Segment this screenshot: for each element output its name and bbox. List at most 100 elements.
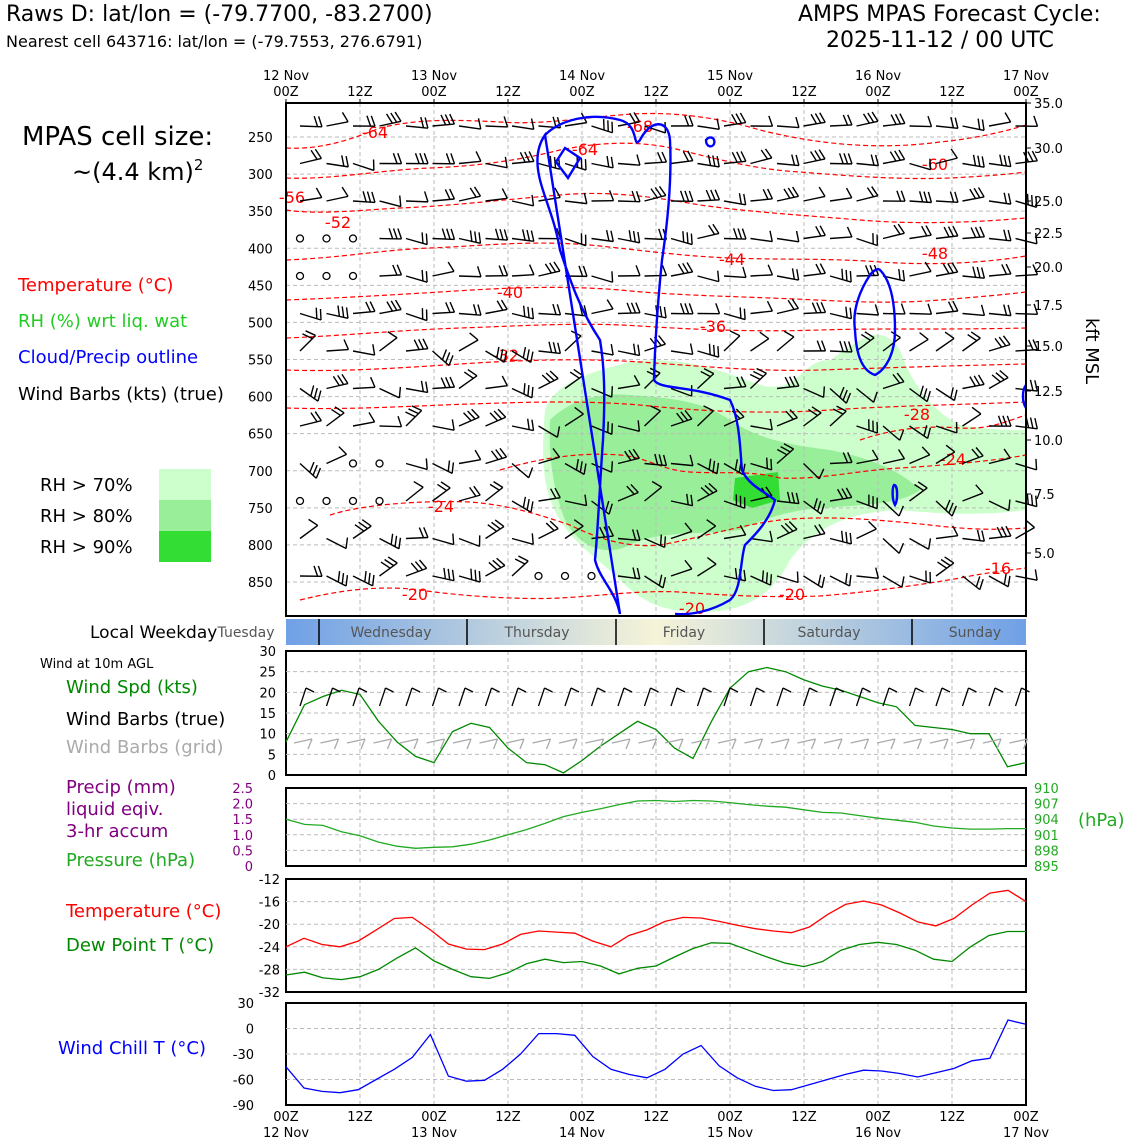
wind-barb (511, 383, 534, 399)
wind-barb (485, 299, 508, 315)
xs-time-tick: 00Z (569, 85, 595, 100)
wind-barb (803, 462, 825, 480)
legend-temp2: Temperature (°C) (65, 901, 221, 922)
temp-contour (285, 359, 1027, 372)
wind-barb (564, 494, 588, 507)
wind-barb (511, 533, 534, 545)
wind-barb (538, 520, 559, 540)
wind-barb (856, 387, 878, 403)
wind-barb-10m (352, 687, 368, 707)
wind-barb (776, 521, 798, 540)
wind-barb (776, 443, 795, 465)
wind-barb (617, 265, 641, 277)
wind-barb (776, 330, 795, 352)
wind-barb (962, 374, 985, 390)
pressure-ytick: 895 (1034, 860, 1059, 875)
temp-contour (299, 567, 1027, 601)
wind-barb (909, 115, 933, 128)
wind-barb-grid (929, 738, 949, 750)
wind-barb-grid (876, 738, 896, 750)
wind-barb-10m (1014, 687, 1030, 707)
wind-barb (644, 405, 661, 427)
wind-barb (697, 367, 715, 390)
wind-barb (803, 340, 827, 352)
calm-circle (295, 271, 305, 281)
wind-barb (882, 372, 905, 390)
wind-barb (485, 408, 507, 427)
wind-barb (935, 387, 958, 402)
wind-barb (776, 154, 800, 167)
wind-barb (617, 302, 641, 315)
wind-barb-10m (325, 687, 341, 707)
time-series-panels: 05101520253091090790490189889500.51.01.5… (232, 645, 1059, 1140)
xs-axis-labels: 250 300 350 400 450 500 550 600 650 700 750 800 850 3… (248, 69, 1063, 591)
bottom-date-tick: 17 Nov (1003, 1126, 1049, 1140)
wind-ytick: 0 (268, 769, 276, 784)
wind-barb (670, 522, 693, 540)
wind-ytick: 10 (259, 728, 276, 743)
wind-barb (405, 269, 428, 283)
wind-barb (988, 304, 1012, 317)
wind-barb (405, 338, 429, 352)
wind-barb (326, 186, 349, 202)
temp-ytick: -16 (259, 896, 280, 911)
xs-time-tick: 12Z (643, 85, 669, 100)
temp-contour (499, 453, 1027, 479)
hpa-tick: 400 (248, 242, 273, 257)
wind-barb (458, 186, 482, 202)
wind-barb (644, 151, 668, 165)
wind-barb-grid (532, 738, 552, 750)
temp-contour-label: -40 (497, 283, 523, 302)
kft-tick: 15.0 (1034, 340, 1063, 355)
wind-barb (379, 386, 402, 399)
wind-barb (564, 459, 587, 475)
wind-barb (485, 481, 504, 502)
hpa-tick: 500 (248, 316, 273, 331)
cloud-outline (536, 115, 1028, 616)
wind-barb (670, 409, 693, 427)
wind-barb (379, 264, 403, 277)
wind-barb (352, 115, 376, 127)
pressure-ytick: 907 (1034, 798, 1059, 813)
wind-barb (829, 572, 852, 587)
wind-barb (432, 460, 455, 475)
kft-tick: 22.5 (1034, 227, 1063, 242)
wind-barb (432, 153, 456, 165)
xs-time-tick: 12Z (939, 85, 965, 100)
wind-barb-grid (717, 738, 737, 750)
model-title: AMPS MPAS Forecast Cycle: (798, 2, 1101, 27)
xs-time-tick: 12Z (791, 85, 817, 100)
wind-barb (564, 519, 584, 540)
temperature-line (285, 889, 1027, 951)
wind-barb (697, 189, 721, 202)
wind-barb (909, 425, 932, 440)
wind-ytick: 20 (259, 686, 276, 701)
wind-barb-10m (299, 687, 315, 707)
wind-barb-grid (558, 738, 578, 750)
legend-precip2: liquid eqiv. (66, 799, 163, 820)
wind-barb (458, 485, 481, 502)
wind-barb (405, 458, 428, 471)
wind-barb (697, 519, 717, 540)
wind-barb (617, 420, 641, 432)
wind-barb (723, 330, 741, 352)
rh80-area (549, 394, 920, 551)
wind-ytick: 25 (259, 666, 276, 681)
wind-barb (591, 229, 614, 243)
bottom-time-tick: 12Z (643, 1110, 669, 1125)
wind-barb (697, 405, 714, 427)
panel-frame (285, 878, 1027, 993)
xs-date-tick: 12 Nov (263, 69, 309, 84)
wind-barb-grid (850, 738, 870, 750)
wind-barb (405, 232, 428, 246)
temp-contour (859, 414, 1027, 441)
legend-temperature: Temperature (°C) (17, 275, 173, 296)
temp-contour-label: -20 (402, 585, 428, 604)
wind-barb (803, 186, 826, 202)
xs-time-tick: 00Z (421, 85, 447, 100)
temp-contour-label: -48 (922, 244, 948, 263)
wind-barb (750, 331, 770, 352)
legend-barbs: Wind Barbs (kts) (true) (18, 384, 224, 405)
wind-barb (564, 233, 587, 247)
wind-barb (352, 412, 376, 427)
